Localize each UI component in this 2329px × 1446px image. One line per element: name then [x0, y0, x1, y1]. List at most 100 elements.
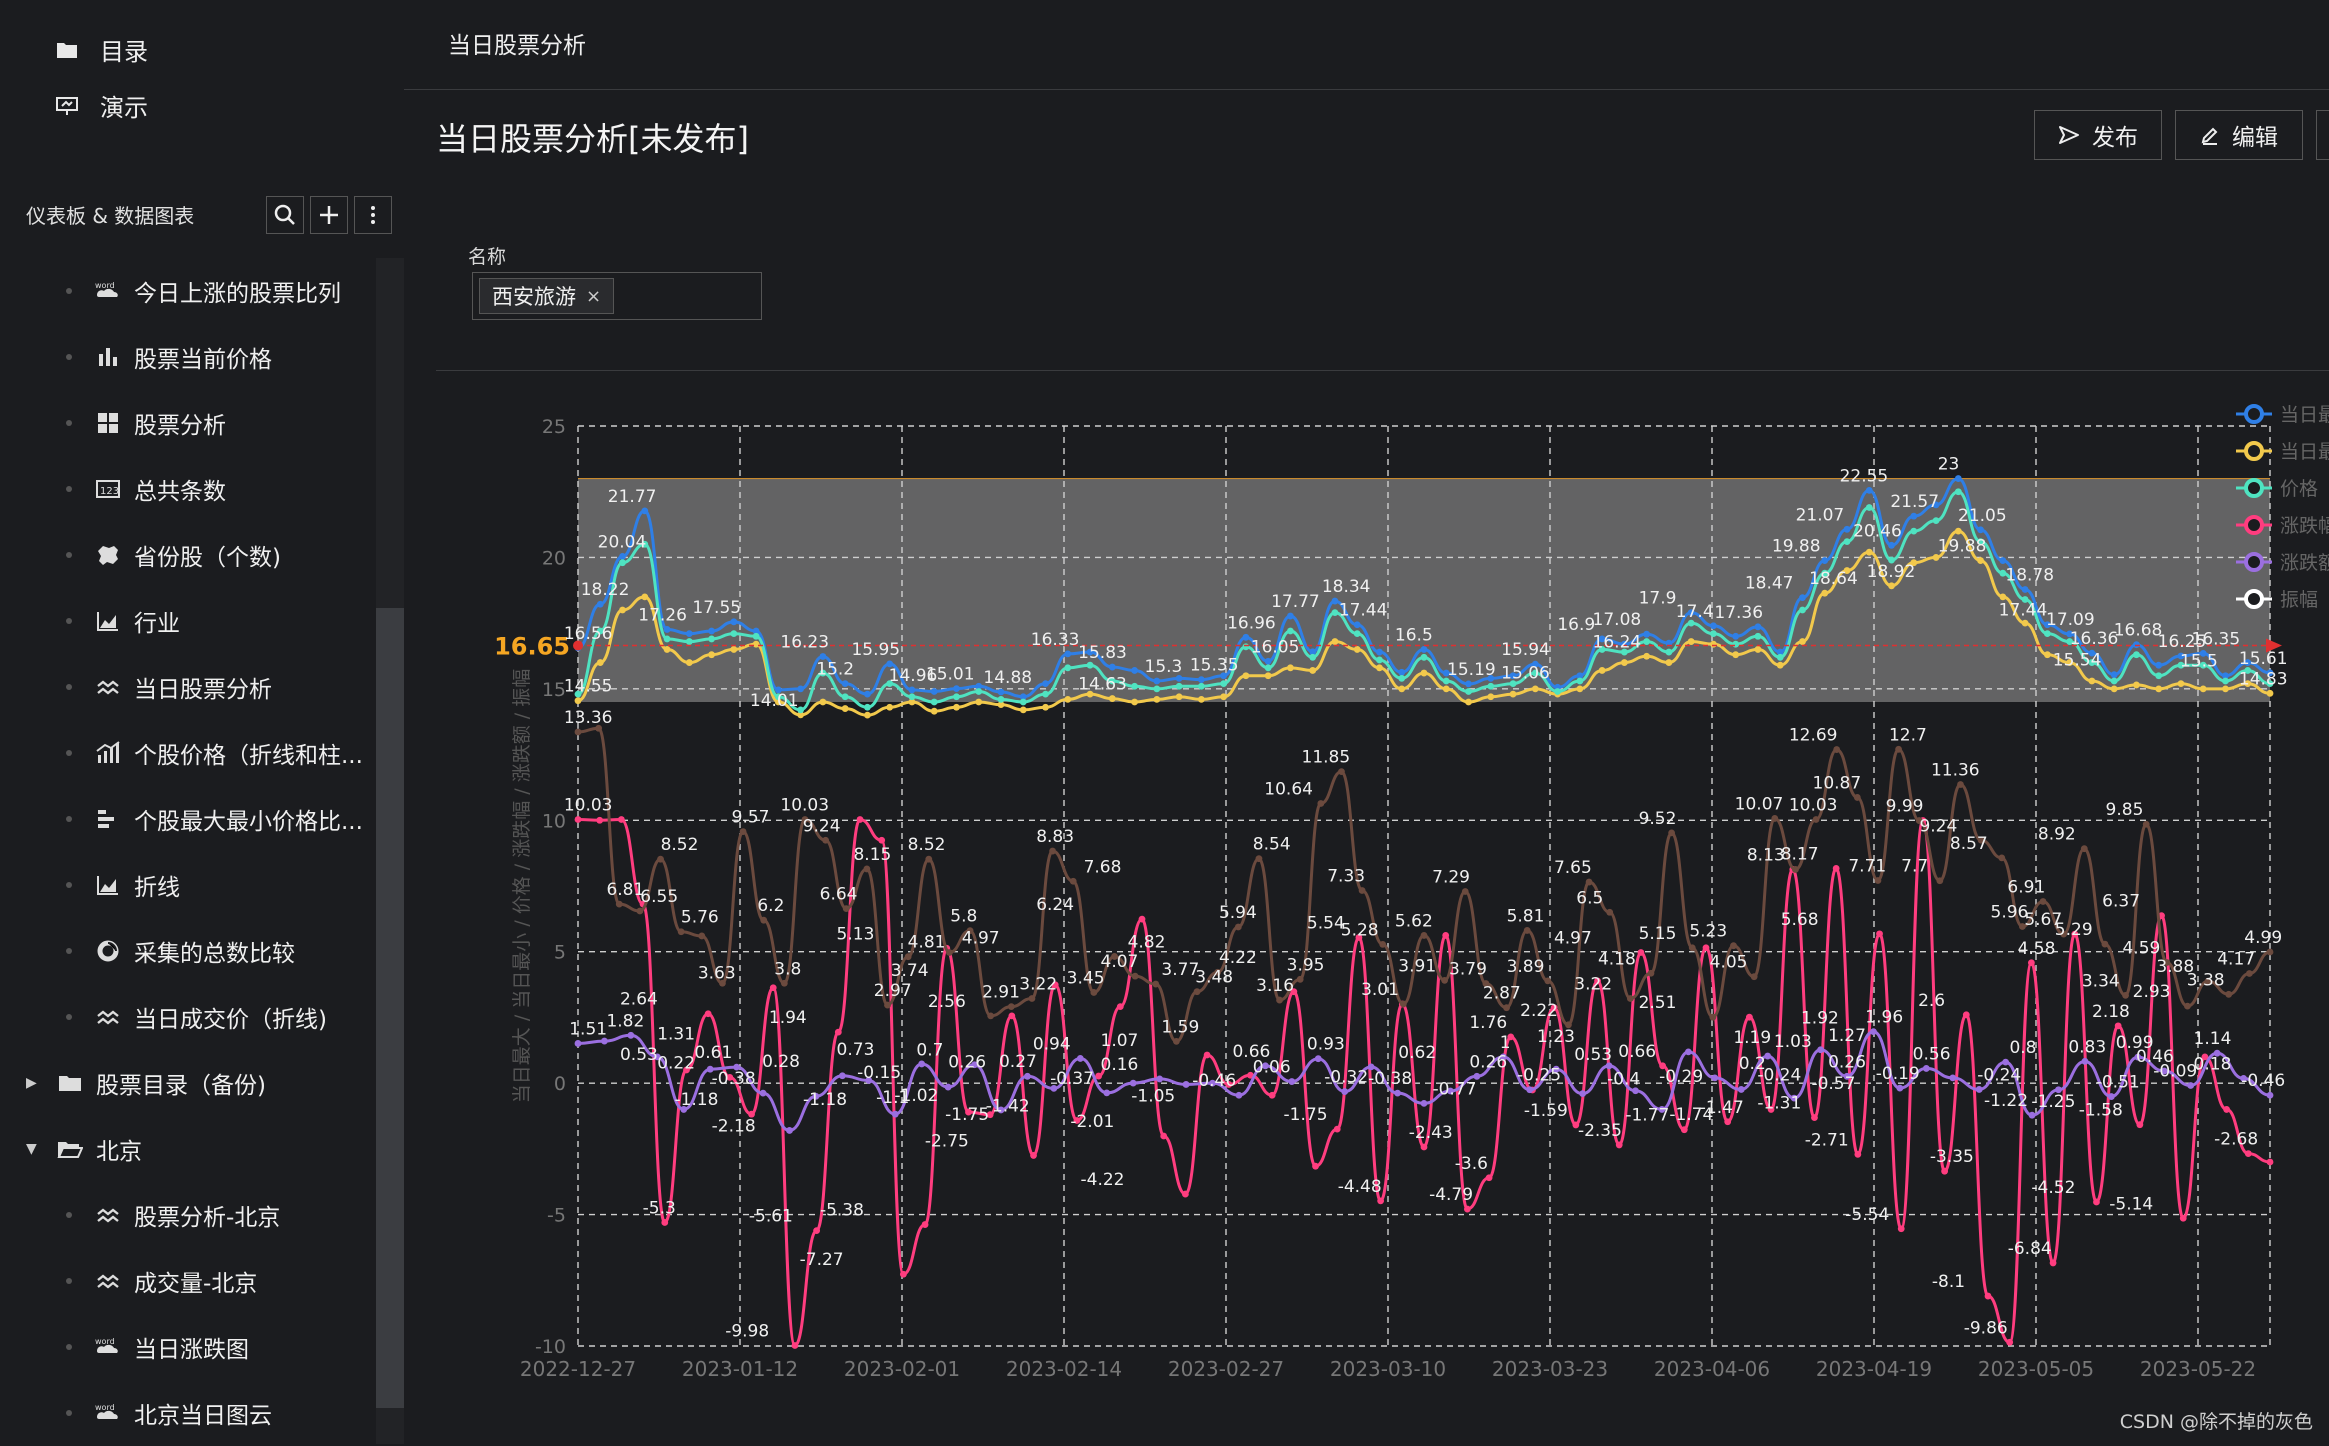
series-point-min[interactable] [1264, 672, 1272, 680]
series-point-chg[interactable] [1314, 1055, 1322, 1063]
legend-label[interactable]: 价格 [2280, 478, 2318, 500]
series-point-pct[interactable] [1767, 1106, 1775, 1113]
series-point-amp[interactable] [2142, 820, 2150, 828]
series-point-max[interactable] [1643, 630, 1651, 638]
series-point-amp[interactable] [842, 905, 850, 913]
series-point-pct[interactable] [1225, 1081, 1233, 1088]
series-point-min[interactable] [1821, 589, 1829, 597]
series-point-price[interactable] [1197, 682, 1205, 690]
series-point-price[interactable] [1509, 680, 1517, 687]
series-point-amp[interactable] [1379, 940, 1387, 948]
series-point-amp[interactable] [1565, 1021, 1572, 1029]
series-point-pct[interactable] [965, 1108, 972, 1116]
series-point-max[interactable] [1376, 648, 1383, 656]
series-point-price[interactable] [574, 690, 582, 698]
tree-item[interactable]: word 当日涨跌图 [0, 1314, 372, 1380]
series-point-pct[interactable] [1442, 932, 1450, 939]
series-point-amp[interactable] [615, 900, 623, 908]
series-point-price[interactable] [841, 693, 849, 701]
series-point-min[interactable] [1197, 695, 1205, 703]
series-point-price[interactable] [2222, 677, 2229, 685]
sidebar-scrollbar-thumb[interactable] [376, 608, 404, 1408]
series-point-chg[interactable] [997, 1106, 1005, 1114]
legend-marker[interactable] [2244, 515, 2264, 535]
series-point-price[interactable] [2021, 596, 2029, 603]
series-point-min[interactable] [1064, 695, 1072, 703]
series-point-price[interactable] [1242, 643, 1250, 651]
tree-item[interactable]: 个股价格（折线和柱... [0, 720, 372, 786]
series-point-chg[interactable] [1341, 1088, 1349, 1095]
series-point-min[interactable] [2244, 680, 2252, 687]
series-point-min[interactable] [774, 698, 782, 706]
series-point-max[interactable] [841, 680, 849, 687]
series-point-pct[interactable] [726, 1073, 734, 1081]
series-point-chg[interactable] [601, 1037, 608, 1045]
series-point-min[interactable] [1665, 659, 1673, 666]
series-point-chg[interactable] [944, 1083, 952, 1091]
series-point-amp[interactable] [636, 907, 644, 915]
series-point-min[interactable] [1910, 559, 1918, 567]
series-point-pct[interactable] [1095, 1072, 1103, 1080]
series-point-amp[interactable] [2184, 1002, 2191, 1010]
series-point-price[interactable] [1554, 688, 1561, 695]
series-point-chg[interactable] [2266, 1091, 2274, 1099]
series-point-min[interactable] [1042, 703, 1049, 711]
series-point-chg[interactable] [1949, 1074, 1957, 1082]
series-point-max[interactable] [864, 690, 871, 698]
series-point-max[interactable] [1888, 541, 1895, 549]
series-point-pct[interactable] [986, 1111, 994, 1119]
series-point-max[interactable] [774, 686, 782, 694]
series-point-price[interactable] [2088, 659, 2096, 666]
series-point-pct[interactable] [596, 816, 604, 824]
legend-marker[interactable] [2244, 478, 2264, 498]
series-point-min[interactable] [1487, 693, 1495, 701]
series-point-max[interactable] [1420, 646, 1428, 653]
series-point-price[interactable] [708, 635, 715, 643]
series-point-pct[interactable] [1377, 1197, 1385, 1205]
series-point-chg[interactable] [1447, 1087, 1454, 1095]
series-point-pct[interactable] [617, 816, 625, 823]
series-point-min[interactable] [1687, 638, 1695, 645]
series-point-pct[interactable] [1116, 1003, 1124, 1011]
series-point-price[interactable] [864, 703, 871, 711]
series-point-pct[interactable] [2027, 959, 2035, 967]
series-point-chg[interactable] [1817, 1046, 1824, 1054]
series-point-amp[interactable] [1358, 887, 1366, 894]
series-point-min[interactable] [1776, 661, 1784, 669]
series-point-max[interactable] [819, 653, 827, 660]
series-point-max[interactable] [752, 627, 760, 635]
series-point-max[interactable] [2177, 652, 2185, 660]
series-point-max[interactable] [2110, 671, 2118, 679]
series-point-pct[interactable] [878, 836, 886, 844]
series-point-amp[interactable] [1730, 942, 1737, 950]
series-point-pct[interactable] [813, 1227, 821, 1235]
tree-item[interactable]: 行业 [0, 588, 372, 654]
series-point-amp[interactable] [677, 928, 685, 936]
series-point-min[interactable] [1598, 667, 1606, 674]
series-point-amp[interactable] [1626, 995, 1634, 1002]
tree-item[interactable]: 股票分析 [0, 390, 372, 456]
series-point-pct[interactable] [704, 1010, 712, 1018]
series-point-price[interactable] [1019, 698, 1027, 706]
series-point-pct[interactable] [1680, 1126, 1688, 1134]
series-point-price[interactable] [1042, 690, 1049, 698]
series-point-max[interactable] [1175, 674, 1183, 682]
series-point-max[interactable] [1242, 633, 1250, 641]
series-point-max[interactable] [2088, 649, 2096, 657]
series-point-max[interactable] [1064, 650, 1072, 658]
series-point-pct[interactable] [1897, 1225, 1905, 1233]
series-point-chg[interactable] [2028, 1111, 2036, 1119]
series-point-max[interactable] [1487, 674, 1495, 682]
series-point-min[interactable] [1086, 690, 1094, 698]
series-point-min[interactable] [953, 703, 960, 711]
series-point-chg[interactable] [1790, 1094, 1798, 1102]
series-point-max[interactable] [1331, 597, 1339, 605]
series-point-max[interactable] [2155, 661, 2163, 669]
series-point-chg[interactable] [706, 1065, 714, 1073]
series-point-max[interactable] [1465, 680, 1472, 688]
series-point-pct[interactable] [1463, 1205, 1471, 1213]
tree-item[interactable]: 折线 [0, 852, 372, 918]
series-point-max[interactable] [2266, 669, 2274, 677]
series-point-min[interactable] [2177, 680, 2185, 687]
